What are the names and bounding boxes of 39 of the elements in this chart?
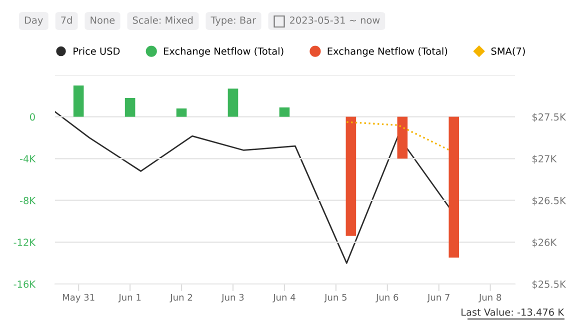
bar — [448, 116, 460, 258]
bar — [124, 98, 136, 117]
text: Last Value: -13.476 K — [462, 308, 564, 316]
y-tick-label: -4K — [20, 155, 36, 162]
text: Type: Bar — [210, 16, 256, 26]
x-tick-label: Jun 6 — [376, 294, 398, 302]
x-tick-label: Jun 7 — [427, 294, 450, 302]
bar — [346, 116, 356, 236]
x-tick-label: Jun 3 — [221, 294, 244, 302]
line-series — [55, 111, 450, 264]
x-tick-label: Jun 5 — [324, 294, 347, 302]
y-tick-label: -16K — [14, 280, 36, 288]
legend-label: Exchange Netflow (Total) — [164, 47, 284, 57]
y2-tick-label: $25.5K — [532, 280, 566, 290]
text: Scale: Mixed — [132, 16, 193, 24]
legend-label: Exchange Netflow (Total) — [328, 47, 448, 57]
y2-tick-label: $27K — [532, 154, 557, 164]
bar — [73, 85, 84, 117]
text: 7d — [61, 16, 72, 24]
x-tick-label: Jun 8 — [478, 294, 502, 302]
legend-label: SMA(7) — [491, 47, 525, 56]
x-tick-label: Jun 2 — [170, 294, 192, 302]
text: None — [90, 16, 115, 24]
bar — [228, 88, 238, 117]
text: Day — [24, 16, 43, 26]
y-tick-label: 0 — [30, 113, 35, 121]
x-tick-label: Jun 4 — [272, 294, 296, 302]
text: 2023-05-31 ~ now — [290, 16, 380, 24]
y-tick-label: -8K — [20, 196, 36, 204]
y2-tick-label: $26K — [532, 238, 557, 248]
y-tick-label: -12K — [14, 238, 36, 246]
legend-label: Price USD — [74, 47, 120, 55]
y2-tick-label: $26.5K — [532, 196, 566, 206]
x-tick-label: Jun 1 — [118, 294, 141, 302]
bar — [279, 107, 290, 117]
y2-tick-label: $27.5K — [532, 113, 566, 122]
bar — [176, 108, 187, 117]
x-tick-label: May 31 — [62, 294, 94, 302]
bar — [397, 116, 408, 159]
